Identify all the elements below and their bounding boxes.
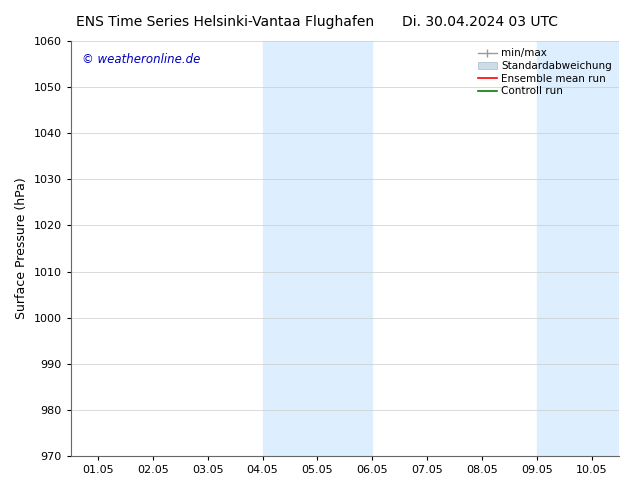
Bar [537, 41, 619, 456]
Text: ENS Time Series Helsinki-Vantaa Flughafen: ENS Time Series Helsinki-Vantaa Flughafe… [76, 15, 374, 29]
Text: Di. 30.04.2024 03 UTC: Di. 30.04.2024 03 UTC [402, 15, 558, 29]
Text: © weatheronline.de: © weatheronline.de [82, 53, 200, 67]
Legend: min/max, Standardabweichung, Ensemble mean run, Controll run: min/max, Standardabweichung, Ensemble me… [476, 46, 614, 98]
Y-axis label: Surface Pressure (hPa): Surface Pressure (hPa) [15, 178, 28, 319]
Bar [262, 41, 372, 456]
